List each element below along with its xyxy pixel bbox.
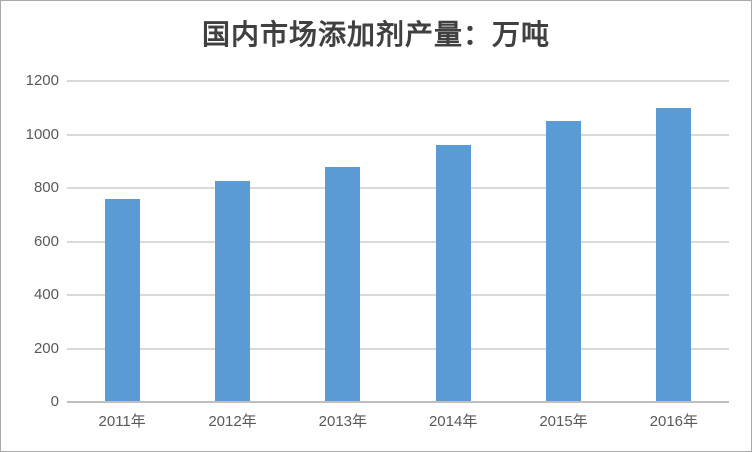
x-tick-label: 2015年 <box>539 413 588 430</box>
gridline <box>67 80 729 82</box>
bar-2012年 <box>215 181 250 402</box>
x-tick-label: 2016年 <box>649 413 699 430</box>
bar-2015年 <box>546 121 581 402</box>
x-tick-label: 2011年 <box>98 413 146 430</box>
gridline <box>67 133 729 136</box>
y-tick-label: 600 <box>33 232 59 250</box>
y-tick-label: 400 <box>33 286 59 303</box>
chart-title: 国内市场添加剂产量：万吨 <box>201 18 550 51</box>
x-tick-label: 2012年 <box>208 413 257 430</box>
y-tick-label: 1200 <box>25 72 59 89</box>
gridline <box>67 347 729 350</box>
bar-2013年 <box>325 166 361 402</box>
x-tick-label: 2014年 <box>428 413 478 430</box>
gridline <box>67 294 729 296</box>
gridline <box>67 240 729 243</box>
x-tick-label: 2013年 <box>318 413 368 430</box>
bar-2016年 <box>656 107 692 402</box>
plot-area <box>67 80 729 403</box>
y-tick-label: 1000 <box>25 125 59 143</box>
gridline <box>67 187 729 189</box>
y-tick-label: 200 <box>33 339 59 357</box>
bar-2011年 <box>104 198 140 402</box>
y-tick-label: 0 <box>50 393 59 410</box>
x-axis-line <box>67 401 729 403</box>
y-tick-label: 800 <box>33 179 59 196</box>
bar-2014年 <box>435 145 471 402</box>
